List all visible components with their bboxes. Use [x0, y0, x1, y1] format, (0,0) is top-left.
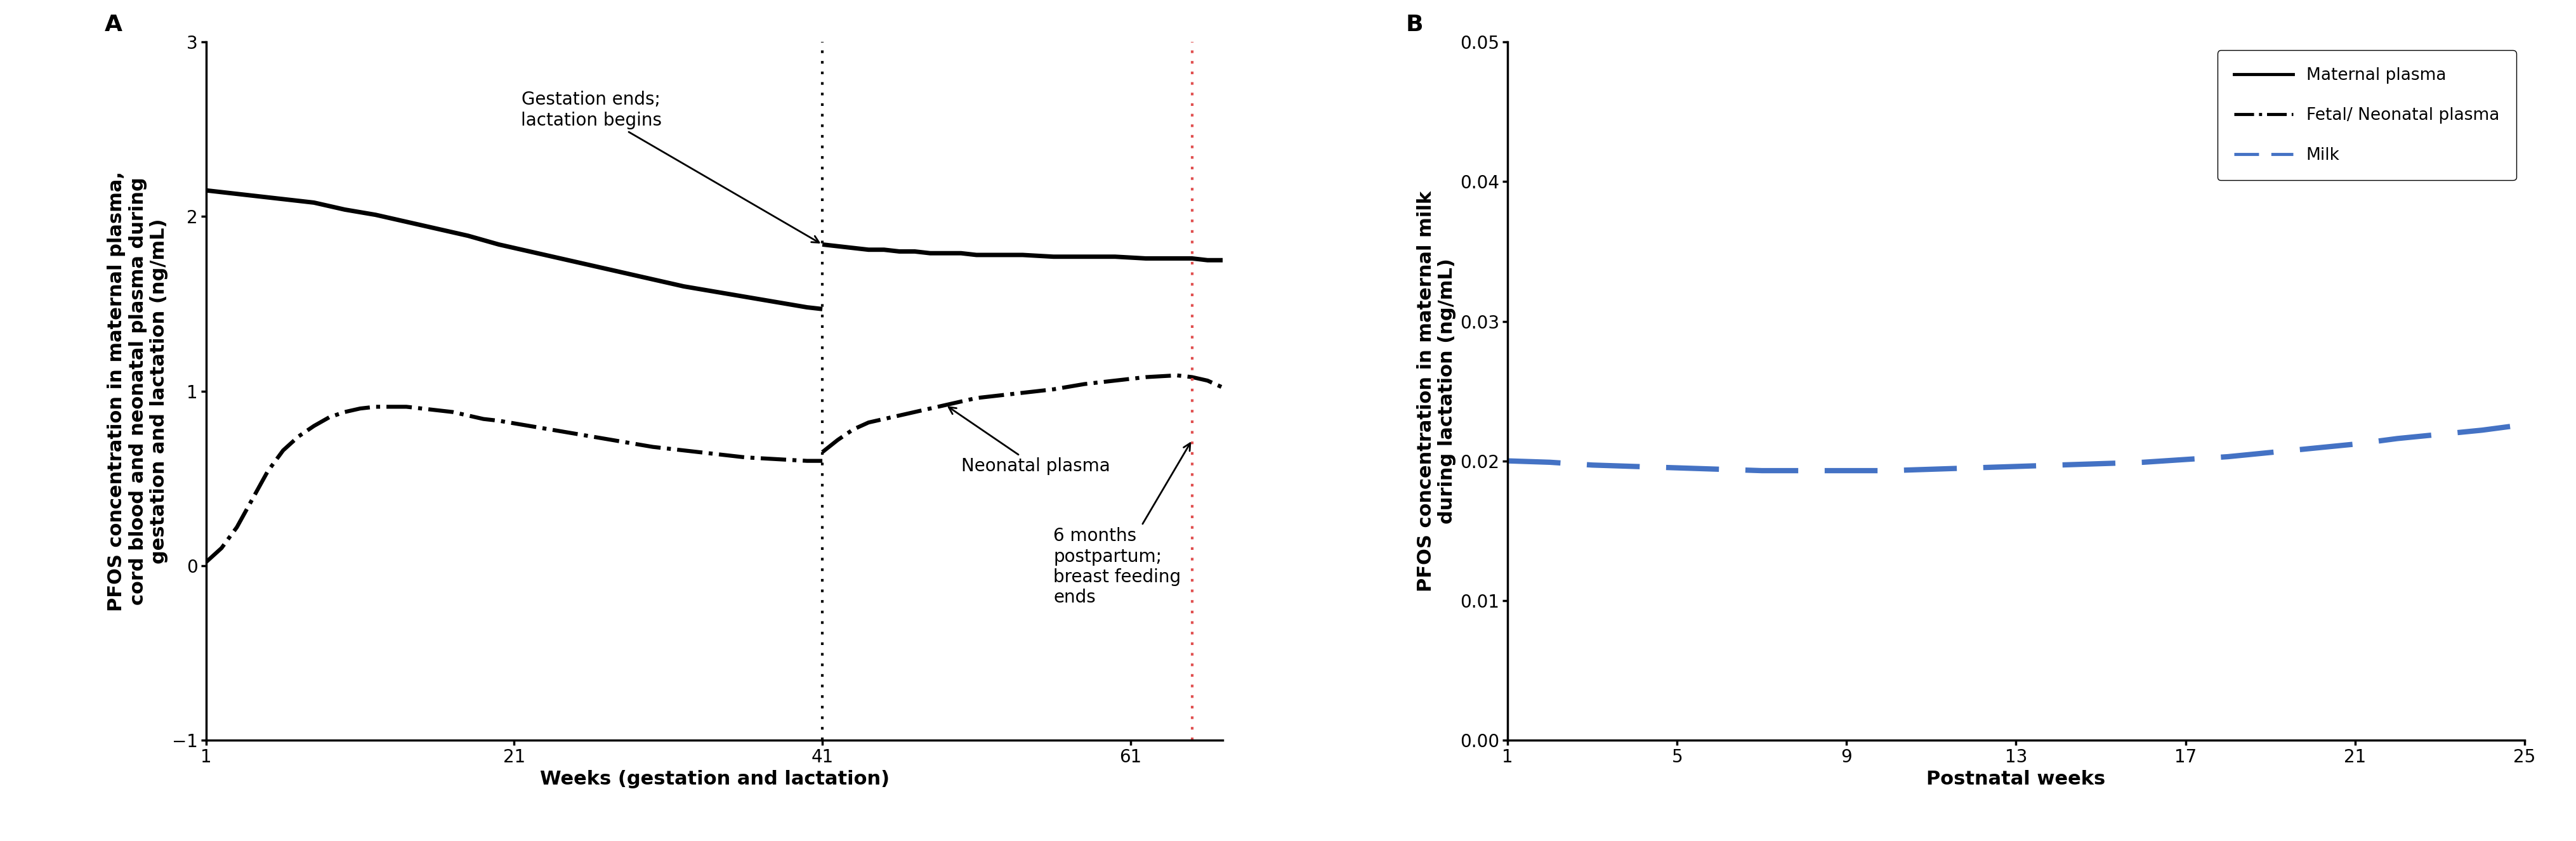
Text: Neonatal plasma: Neonatal plasma: [948, 407, 1110, 475]
Text: A: A: [106, 14, 121, 35]
Text: 6 months
postpartum;
breast feeding
ends: 6 months postpartum; breast feeding ends: [1054, 443, 1190, 606]
Text: B: B: [1406, 14, 1425, 35]
Text: Gestation ends;
lactation begins: Gestation ends; lactation begins: [520, 91, 819, 242]
X-axis label: Weeks (gestation and lactation): Weeks (gestation and lactation): [538, 770, 889, 788]
Y-axis label: PFOS concentration in maternal plasma,
cord blood and neonatal plasma during
ges: PFOS concentration in maternal plasma, c…: [108, 171, 167, 611]
Y-axis label: PFOS concentration in maternal milk
during lactation (ng/mL): PFOS concentration in maternal milk duri…: [1417, 191, 1455, 591]
Legend: Maternal plasma, Fetal/ Neonatal plasma, Milk: Maternal plasma, Fetal/ Neonatal plasma,…: [2218, 50, 2517, 180]
X-axis label: Postnatal weeks: Postnatal weeks: [1927, 770, 2105, 788]
